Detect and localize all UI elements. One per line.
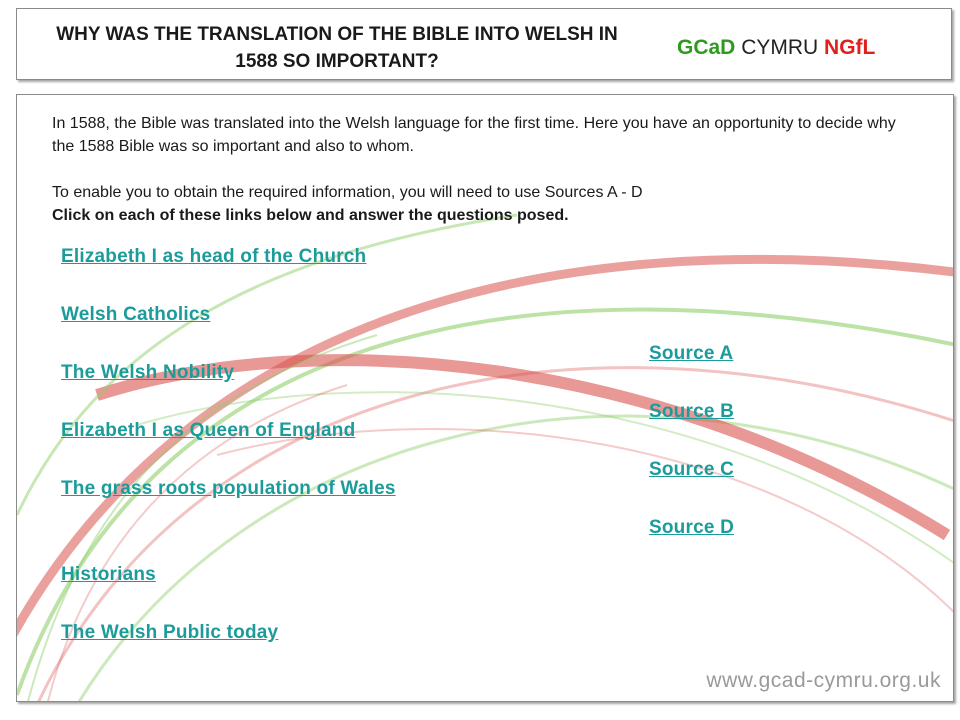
header-box: WHY WAS THE TRANSLATION OF THE BIBLE INT…	[16, 8, 952, 80]
link-elizabeth-queen-of-england[interactable]: Elizabeth I as Queen of England	[61, 420, 356, 441]
footer-url: www.gcad-cymru.org.uk	[706, 669, 941, 692]
link-source-a[interactable]: Source A	[649, 343, 734, 364]
decorative-swooshes	[17, 213, 953, 701]
intro-text: In 1588, the Bible was translated into t…	[52, 112, 922, 227]
link-elizabeth-head-of-church[interactable]: Elizabeth I as head of the Church	[61, 246, 367, 267]
logo-gcad: GCaD	[677, 36, 736, 59]
link-welsh-public-today[interactable]: The Welsh Public today	[61, 622, 279, 643]
link-welsh-nobility[interactable]: The Welsh Nobility	[61, 362, 235, 383]
link-grass-roots-population[interactable]: The grass roots population of Wales	[61, 478, 396, 499]
page-title: WHY WAS THE TRANSLATION OF THE BIBLE INT…	[56, 24, 618, 72]
intro-paragraph: In 1588, the Bible was translated into t…	[52, 115, 896, 155]
content-panel: In 1588, the Bible was translated into t…	[16, 94, 954, 702]
link-historians[interactable]: Historians	[61, 564, 156, 585]
gcad-logo: GCaD CYMRU NGfL	[677, 36, 875, 60]
link-welsh-catholics[interactable]: Welsh Catholics	[61, 304, 211, 325]
link-source-d[interactable]: Source D	[649, 517, 735, 538]
sources-instruction: To enable you to obtain the required inf…	[52, 184, 643, 201]
link-source-b[interactable]: Source B	[649, 401, 735, 422]
logo-cymru: CYMRU	[735, 36, 825, 59]
logo-ngfl: NGfL	[824, 36, 876, 59]
links-instruction: Click on each of these links below and a…	[52, 207, 569, 224]
link-source-c[interactable]: Source C	[649, 459, 735, 480]
